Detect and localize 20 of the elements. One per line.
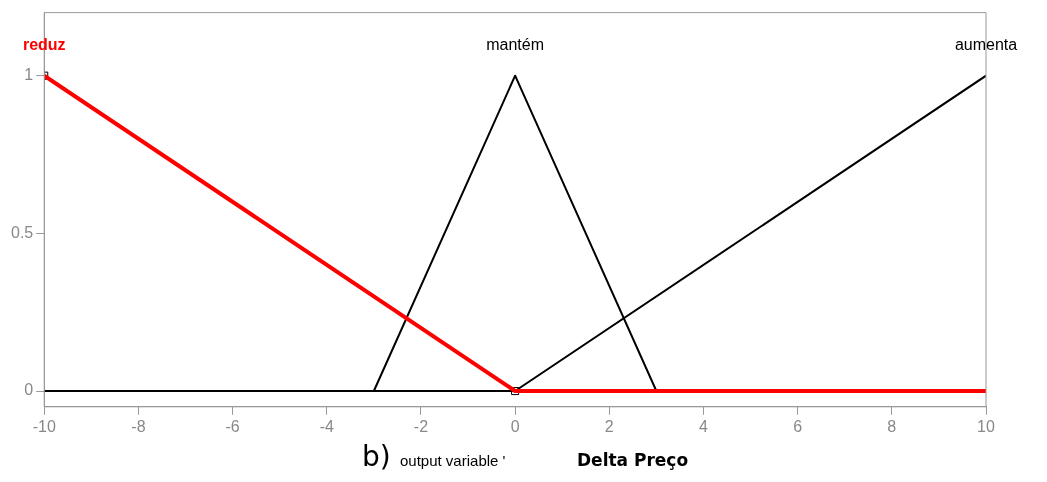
x-tick-label: -2	[413, 417, 429, 435]
text: Delta Preço	[577, 450, 689, 470]
x-tick-label: 8	[887, 417, 897, 435]
x-tick-label: -4	[319, 417, 334, 435]
x-tick-label: 10	[977, 417, 995, 435]
series-label: mantém	[486, 36, 545, 54]
series-label: reduz	[22, 36, 66, 54]
x-tick-label: 0	[510, 417, 520, 435]
x-tick-label: -6	[225, 417, 240, 435]
x-tick-label: -8	[131, 417, 146, 435]
x-tick-label: 6	[793, 417, 803, 435]
y-tick-label: 0	[24, 381, 34, 399]
y-tick-label: 0.5	[10, 223, 34, 241]
x-tick-label: 2	[604, 417, 614, 435]
x-tick-label: 4	[699, 417, 709, 435]
text: b)	[362, 440, 391, 473]
y-tick-label: 1	[24, 66, 34, 84]
x-tick-label: -10	[32, 417, 56, 435]
series-label: aumenta	[954, 36, 1018, 54]
x-axis-title: output variable '	[400, 452, 506, 469]
